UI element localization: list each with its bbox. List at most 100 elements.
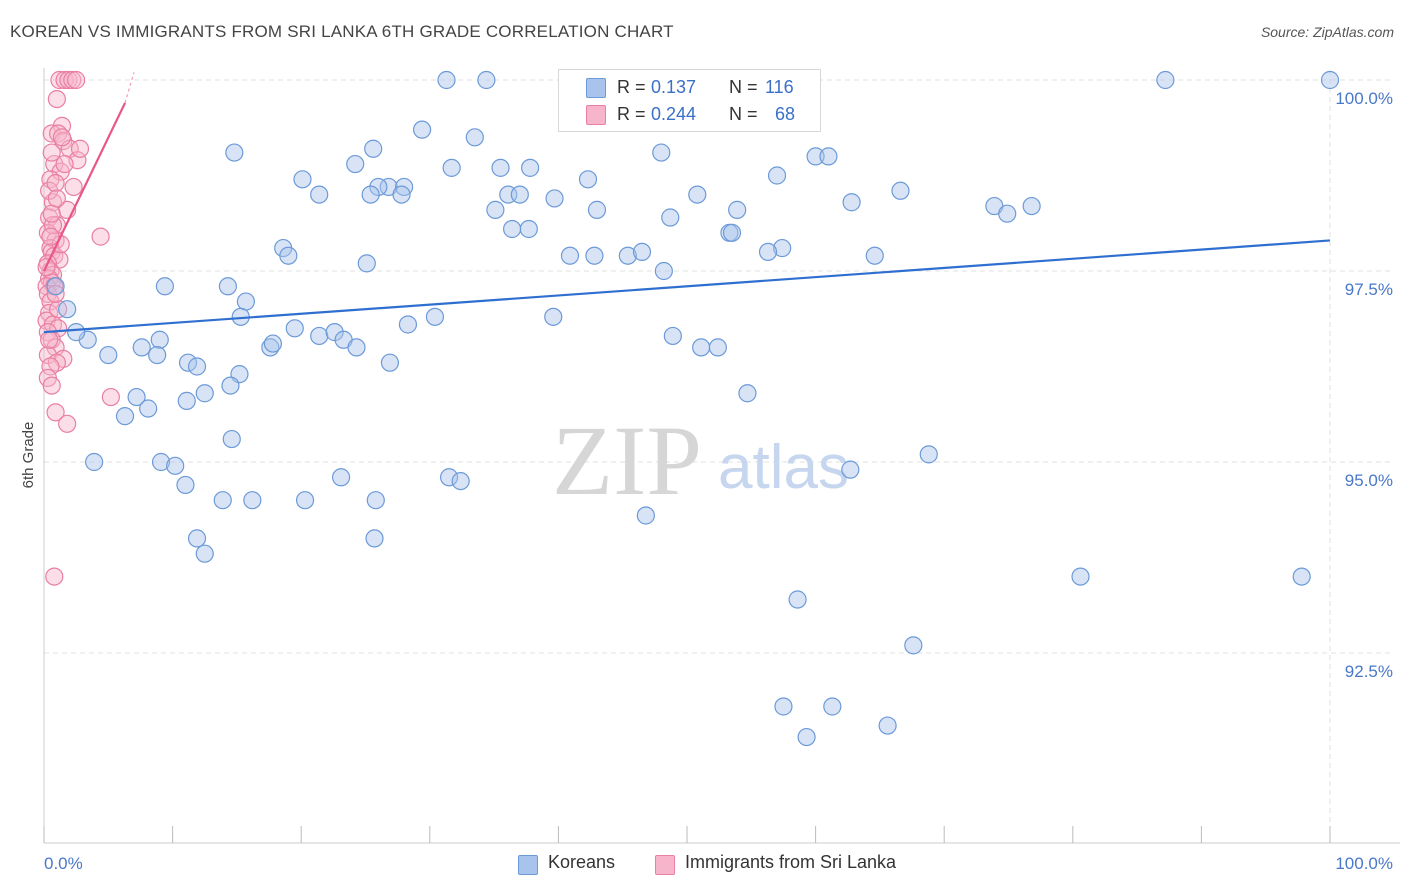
r-label: R =	[617, 77, 646, 97]
korean-point	[213, 491, 232, 510]
srilanka-point	[42, 143, 61, 162]
series-legend: Koreans Immigrants from Sri Lanka	[0, 852, 1406, 876]
korean-point	[652, 143, 671, 162]
korean-point	[99, 345, 118, 365]
korean-point	[632, 242, 652, 261]
srilanka-point	[52, 128, 72, 147]
korean-point	[823, 697, 842, 716]
korean-point	[398, 315, 418, 334]
korean-point	[46, 277, 65, 296]
korean-point	[67, 323, 86, 342]
watermark-zip: ZIP	[552, 405, 702, 516]
n-label: N =	[729, 104, 758, 124]
srilanka-point	[46, 174, 65, 193]
r-value: 0.244	[651, 104, 697, 124]
y-tick-label: 97.5%	[1345, 280, 1393, 299]
srilanka-point	[55, 154, 74, 174]
srilanka-point	[45, 567, 64, 586]
korean-point	[365, 529, 384, 548]
korean-point	[1022, 196, 1041, 216]
y-axis-label: 6th Grade	[20, 422, 37, 489]
korean-point	[618, 246, 637, 265]
srilanka-point	[67, 70, 86, 90]
korean-point	[243, 491, 262, 510]
korean-point	[865, 246, 884, 265]
korean-point	[310, 185, 329, 204]
korean-point	[412, 120, 432, 139]
y-tick-label: 100.0%	[1335, 89, 1393, 108]
korean-point	[58, 300, 77, 319]
source-label: Source: ZipAtlas.com	[1260, 24, 1394, 40]
series-srilanka-points	[37, 70, 120, 586]
srilanka-point	[47, 189, 66, 208]
korean-point	[688, 185, 707, 204]
srilanka-point	[70, 139, 90, 158]
korean-point	[521, 158, 540, 177]
korean-point	[788, 590, 807, 609]
korean-point	[767, 166, 787, 185]
korean-point	[263, 334, 283, 353]
korean-point	[891, 181, 910, 200]
gridlines	[44, 70, 1390, 843]
korean-point	[486, 200, 505, 219]
korean-point	[773, 238, 792, 258]
korean-point	[187, 357, 207, 376]
koreans-swatch	[586, 78, 606, 98]
korean-point	[544, 307, 563, 326]
korean-point	[178, 353, 198, 372]
korean-point	[187, 529, 207, 548]
srilanka-point	[64, 177, 83, 197]
korean-point	[842, 193, 861, 212]
korean-point	[1156, 70, 1175, 90]
korean-point	[519, 219, 538, 239]
koreans-swatch	[518, 855, 538, 875]
r-value: 0.137	[651, 77, 697, 97]
korean-point	[560, 246, 580, 265]
series-korean-points	[46, 70, 1340, 747]
srilanka-point	[91, 227, 110, 246]
korean-point	[279, 246, 298, 265]
korean-point	[708, 338, 727, 357]
srilanka-point	[46, 403, 65, 422]
korean-point	[692, 338, 711, 357]
korean-point	[661, 208, 680, 227]
n-value: 68	[775, 104, 796, 124]
korean-point	[1320, 70, 1340, 90]
korean-point	[439, 468, 459, 487]
r-label: R =	[617, 104, 646, 124]
korean-point	[295, 491, 315, 510]
korean-point	[177, 391, 196, 410]
korean-point	[1292, 567, 1311, 586]
korean-point	[797, 727, 816, 747]
chart-title: KOREAN VS IMMIGRANTS FROM SRI LANKA 6TH …	[10, 22, 674, 41]
srilanka-point	[40, 330, 59, 349]
srilanka-trend-extension	[124, 72, 135, 104]
korean-point	[310, 326, 329, 346]
korean-point	[85, 452, 104, 472]
srilanka-point	[41, 227, 60, 246]
korean-point	[451, 472, 470, 491]
korean-point	[663, 326, 682, 346]
srilanka-point	[45, 154, 64, 174]
srilanka-point	[58, 414, 77, 433]
korean-point	[998, 204, 1017, 223]
korean-point	[166, 456, 185, 475]
korean-point	[654, 261, 673, 281]
watermark-atlas: atlas	[718, 433, 849, 502]
korean-point	[364, 139, 383, 158]
korean-point	[774, 697, 793, 716]
stats-row-srilanka: R = 0.244 N = 68	[559, 101, 820, 127]
korean-point	[425, 307, 445, 326]
koreans-trend-line	[43, 239, 1331, 334]
korean-point	[366, 491, 385, 510]
korean-point	[841, 460, 860, 479]
korean-point	[222, 429, 241, 449]
srilanka-trend-line	[43, 102, 127, 272]
korean-point	[878, 716, 897, 735]
x-tick-label: 100.0%	[1335, 854, 1393, 873]
stats-legend: R = 0.137 N = 116 R = 0.244 N = 68	[558, 69, 821, 132]
srilanka-point	[47, 89, 66, 109]
x-tick-label: 0.0%	[44, 854, 83, 873]
korean-point	[293, 170, 312, 189]
